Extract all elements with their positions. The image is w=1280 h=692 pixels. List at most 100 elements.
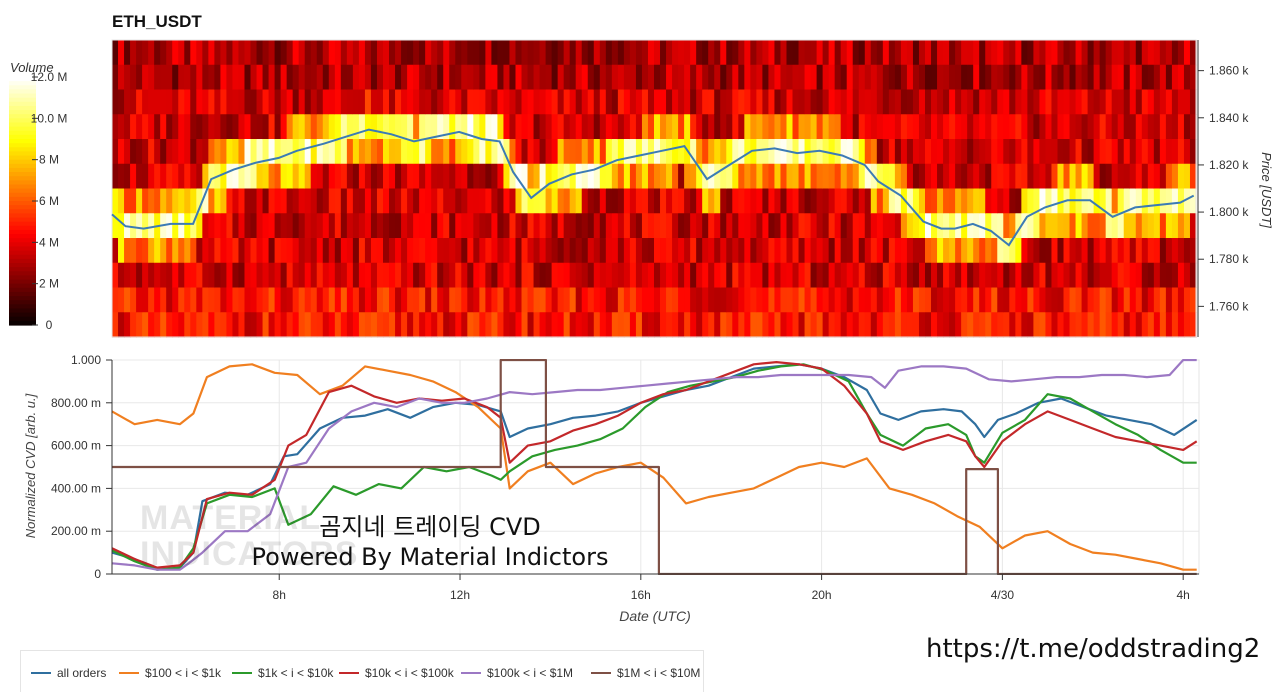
heatmap-cell <box>376 312 384 338</box>
heatmap-cell <box>798 188 806 214</box>
heatmap-cell <box>798 238 806 264</box>
heatmap-cell <box>238 114 246 140</box>
heatmap-cell <box>798 64 806 91</box>
heatmap-cell <box>1165 188 1173 214</box>
heatmap-cell <box>629 213 637 239</box>
heatmap-cell <box>328 287 336 313</box>
heatmap-cell <box>666 163 673 190</box>
heatmap-cell <box>672 114 679 140</box>
legend-item[interactable]: $100k < i < $1M <box>461 666 573 680</box>
heatmap-cell <box>587 139 595 165</box>
heatmap-cell <box>647 213 655 239</box>
heatmap-cell <box>449 262 456 289</box>
heatmap-cell <box>906 89 914 115</box>
heatmap-cell <box>617 89 625 115</box>
heatmap-cell <box>521 163 529 190</box>
heatmap-cell <box>352 287 360 313</box>
heatmap-cell <box>166 238 173 264</box>
cvd-y-tick-label: 400.00 m <box>51 481 101 495</box>
heatmap-cell <box>943 64 950 91</box>
heatmap-cell <box>870 287 878 313</box>
heatmap-cell <box>774 238 782 264</box>
heatmap-cell <box>738 40 745 66</box>
legend-item[interactable]: $100 < i < $1k <box>119 666 221 680</box>
heatmap-cell <box>1165 89 1173 115</box>
heatmap-cell <box>702 262 709 289</box>
heatmap-cell <box>605 89 613 115</box>
heatmap-cell <box>587 89 595 115</box>
heatmap-cell <box>208 188 215 214</box>
legend-item[interactable]: $1k < i < $10k <box>232 666 333 680</box>
heatmap-cell <box>955 139 962 165</box>
heatmap-cell <box>467 64 474 91</box>
heatmap-cell <box>539 213 547 239</box>
heatmap-cell <box>383 238 390 264</box>
legend-item[interactable]: all orders <box>31 666 106 680</box>
heatmap-cell <box>1063 262 1071 289</box>
heatmap-cell <box>1141 64 1149 91</box>
heatmap-cell <box>280 312 288 338</box>
heatmap-cell <box>1153 238 1161 264</box>
heatmap-cell <box>834 312 842 338</box>
heatmap-cell <box>882 287 890 313</box>
heatmap-cell <box>985 213 992 239</box>
heatmap-cell <box>816 238 824 264</box>
heatmap-cell <box>810 114 818 140</box>
heatmap-cell <box>702 139 709 165</box>
heatmap-cell <box>973 287 980 313</box>
heatmap-cell <box>696 287 703 313</box>
heatmap-cell <box>437 40 444 66</box>
heatmap-cell <box>509 262 517 289</box>
heatmap-cell <box>437 163 444 190</box>
heatmap-cell <box>437 139 444 165</box>
heatmap-cell <box>196 89 203 115</box>
heatmap-cell <box>322 163 330 190</box>
heatmap-cell <box>545 262 553 289</box>
heatmap-cell <box>178 312 185 338</box>
heatmap-cell <box>912 287 920 313</box>
heatmap-cell <box>961 163 968 190</box>
heatmap-cell <box>1069 213 1077 239</box>
heatmap-cell <box>503 163 511 190</box>
heatmap-cell <box>678 188 685 214</box>
heatmap-cell <box>1057 114 1065 140</box>
heatmap-cell <box>647 188 655 214</box>
heatmap-cell <box>708 188 715 214</box>
heatmap-cell <box>1087 238 1095 264</box>
heatmap-cell <box>190 238 197 264</box>
heatmap-cell <box>876 163 884 190</box>
heatmap-cell <box>262 163 270 190</box>
heatmap-cell <box>925 287 932 313</box>
legend-item[interactable]: $1M < i < $10M <box>591 666 700 680</box>
legend-item[interactable]: $10k < i < $100k <box>339 666 454 680</box>
heatmap-cell <box>991 238 998 264</box>
heatmap-cell <box>370 312 378 338</box>
heatmap-cell <box>1075 238 1083 264</box>
heatmap-cell <box>539 287 547 313</box>
heatmap-cell <box>136 40 143 66</box>
heatmap-cell <box>1009 114 1016 140</box>
colorbar-step <box>9 134 36 140</box>
heatmap-cell <box>142 188 149 214</box>
heatmap-cell <box>425 213 432 239</box>
heatmap-cell <box>888 139 896 165</box>
heatmap-cell <box>346 89 354 115</box>
heatmap-cell <box>666 89 673 115</box>
heatmap-cell <box>1159 64 1167 91</box>
heatmap-cell <box>870 139 878 165</box>
heatmap-cell <box>1117 238 1125 264</box>
heatmap-cell <box>792 64 800 91</box>
heatmap-cell <box>1021 312 1028 338</box>
heatmap-cell <box>744 64 751 91</box>
heatmap-cell <box>184 139 191 165</box>
heatmap-cell <box>1111 213 1119 239</box>
heatmap-cell <box>370 213 378 239</box>
heatmap-cell <box>370 163 378 190</box>
heatmap-cell <box>515 188 523 214</box>
telegram-link[interactable]: https://t.me/oddstrading2 <box>926 634 1261 664</box>
heatmap-cell <box>605 40 613 66</box>
heatmap-cell <box>220 287 228 313</box>
heatmap-cell <box>389 89 396 115</box>
heatmap-cell <box>840 40 848 66</box>
heatmap-cell <box>581 139 589 165</box>
